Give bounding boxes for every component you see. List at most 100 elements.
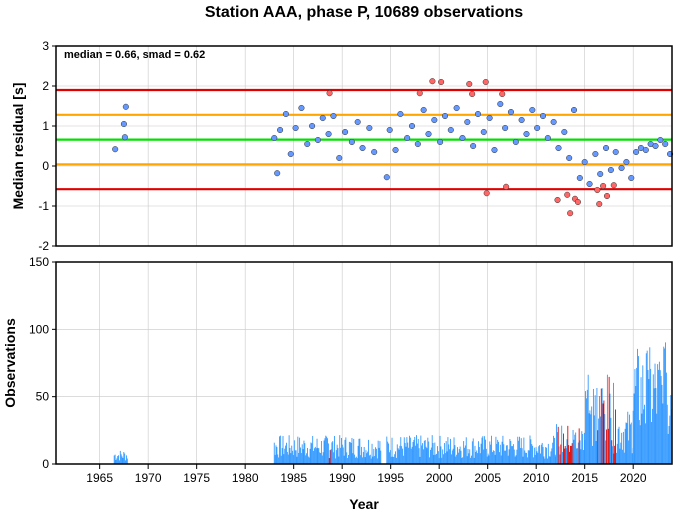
residual-points bbox=[112, 78, 674, 217]
outlier-point bbox=[499, 90, 506, 98]
outlier-point bbox=[564, 191, 571, 198]
residual-point bbox=[518, 116, 525, 124]
y-tick-label: 50 bbox=[36, 390, 50, 404]
residual-point bbox=[534, 124, 541, 132]
residual-point bbox=[287, 150, 294, 158]
residual-plot-frame bbox=[55, 45, 673, 247]
x-tick-label: 1970 bbox=[135, 471, 162, 485]
residual-point bbox=[277, 126, 284, 134]
observations-y-ticks: 0 50 100 150 bbox=[29, 255, 56, 471]
residual-point bbox=[314, 136, 321, 144]
outlier-point bbox=[603, 192, 611, 200]
residual-point bbox=[566, 154, 573, 162]
residual-point bbox=[633, 148, 640, 156]
outlier-point bbox=[610, 182, 617, 189]
observations-plot-frame bbox=[55, 261, 673, 465]
x-tick-label: 2010 bbox=[523, 471, 550, 485]
residual-point bbox=[459, 134, 466, 142]
residual-point bbox=[282, 110, 289, 118]
residual-point bbox=[404, 134, 411, 142]
residual-point bbox=[319, 114, 326, 122]
residual-point bbox=[550, 118, 557, 126]
y-tick-label: 0 bbox=[42, 159, 49, 173]
outlier-point bbox=[466, 80, 473, 88]
residual-point bbox=[607, 166, 614, 174]
residual-point bbox=[570, 106, 578, 114]
residual-point bbox=[121, 134, 128, 141]
residual-point bbox=[539, 112, 547, 120]
residual-point bbox=[491, 146, 498, 154]
residual-point bbox=[392, 146, 399, 154]
stats-annotation: median = 0.66, smad = 0.62 bbox=[64, 49, 205, 61]
residual-point bbox=[359, 144, 366, 152]
x-tick-label: 1985 bbox=[280, 471, 307, 485]
x-tick-label: 2000 bbox=[426, 471, 453, 485]
residual-point bbox=[523, 130, 530, 138]
outlier-point bbox=[574, 198, 581, 206]
residual-point bbox=[431, 116, 438, 124]
y-tick-label: 1 bbox=[42, 119, 49, 133]
residual-point bbox=[298, 104, 305, 112]
residual-point bbox=[397, 110, 404, 118]
residual-point bbox=[292, 124, 299, 132]
outlier-point bbox=[326, 90, 333, 97]
residual-point bbox=[642, 146, 649, 154]
residual-point bbox=[507, 108, 515, 116]
y-tick-label: -2 bbox=[38, 239, 49, 253]
residual-point bbox=[512, 138, 519, 146]
residual-y-ticks: -2 -1 0 1 2 3 bbox=[38, 39, 56, 253]
residual-panel: -2 -1 0 1 2 3 median = 0.66, smad = 0.62 Medi… bbox=[10, 39, 674, 253]
residual-point bbox=[437, 138, 444, 146]
outlier-point bbox=[469, 90, 476, 98]
residual-point bbox=[309, 122, 316, 130]
residual-point bbox=[408, 122, 416, 130]
reference-lines bbox=[56, 88, 672, 191]
outlier-point bbox=[594, 186, 601, 194]
chart-title: Station AAA, phase P, 10689 observations bbox=[205, 4, 523, 21]
residual-point bbox=[502, 124, 509, 132]
residual-point bbox=[497, 100, 504, 108]
outlier-point bbox=[483, 190, 490, 197]
residual-point bbox=[612, 148, 619, 156]
residual-point bbox=[386, 126, 393, 134]
outlier-point bbox=[503, 183, 510, 190]
year-x-ticks: 1965 1970 1975 1980 1985 1990 1995 2000 2005 2010… bbox=[86, 464, 647, 485]
residual-point bbox=[425, 130, 432, 138]
residual-point bbox=[453, 104, 460, 112]
x-tick-label: 1990 bbox=[329, 471, 356, 485]
x-tick-label: 2005 bbox=[474, 471, 501, 485]
residual-point bbox=[447, 126, 454, 134]
residual-point bbox=[628, 174, 635, 182]
y-tick-label: 3 bbox=[42, 39, 49, 53]
residual-point bbox=[480, 128, 487, 136]
residual-point bbox=[274, 170, 281, 177]
residual-point bbox=[120, 120, 127, 128]
residual-point bbox=[112, 146, 119, 153]
residual-point bbox=[371, 148, 378, 156]
residual-point bbox=[544, 134, 551, 142]
residual-point bbox=[576, 174, 583, 182]
x-tick-label: 1965 bbox=[86, 471, 113, 485]
x-tick-label: 1980 bbox=[232, 471, 259, 485]
y-tick-label: -1 bbox=[38, 199, 49, 213]
outlier-point bbox=[600, 182, 607, 190]
residual-point bbox=[586, 180, 593, 188]
outlier-point bbox=[438, 78, 445, 86]
residual-point bbox=[474, 110, 482, 118]
residual-point bbox=[441, 112, 449, 120]
observations-plot-area bbox=[56, 262, 672, 464]
residual-point bbox=[414, 140, 421, 148]
residual-point bbox=[304, 140, 311, 148]
year-x-label: Year bbox=[349, 496, 379, 511]
residual-point bbox=[420, 106, 427, 114]
outlier-point bbox=[596, 200, 603, 208]
residual-point bbox=[342, 128, 349, 136]
residual-point bbox=[657, 136, 664, 144]
x-tick-label: 2020 bbox=[620, 471, 647, 485]
residual-point bbox=[602, 144, 610, 152]
x-tick-label: 2015 bbox=[571, 471, 598, 485]
y-tick-label: 150 bbox=[29, 255, 49, 269]
residual-y-label: Median residual [s] bbox=[10, 83, 26, 210]
residual-point bbox=[325, 130, 332, 138]
